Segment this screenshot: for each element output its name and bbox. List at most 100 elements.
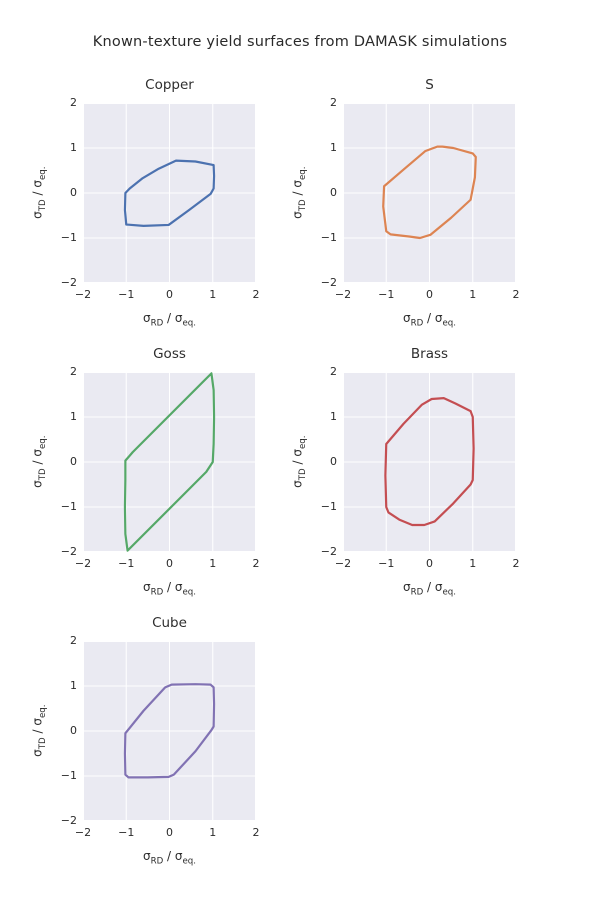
yield-surface-curve-goss <box>123 372 216 552</box>
axis-label-text: σRD / σeq. <box>402 311 457 329</box>
subplot-cube: Cube −2 −1 0 1 2 2 1 0 −1 −2 σRD / σeq. σTD / σeq. <box>30 615 259 866</box>
x-tick-label: 2 <box>252 288 260 301</box>
x-axis-label: σRD / σeq. <box>343 580 516 597</box>
y-tick-label: −1 <box>320 500 337 513</box>
axis-label-part: σ <box>30 211 45 220</box>
axis-label-text: σTD / σeq. <box>30 705 47 757</box>
x-tick-label: 1 <box>469 557 477 570</box>
y-tick-label: −1 <box>60 500 77 513</box>
y-axis-label: σTD / σeq. <box>29 372 49 552</box>
y-axis-label-rotated: σTD / σeq. <box>30 705 47 757</box>
axis-label-part: eq. <box>37 166 48 181</box>
axis-label-part: σ <box>142 849 151 863</box>
y-axis-label: σTD / σeq. <box>289 372 309 552</box>
axis-label-part: eq. <box>37 435 48 450</box>
x-tick-label: 2 <box>512 557 520 570</box>
axis-label-part: TD <box>297 468 308 481</box>
axis-label-part: / <box>30 187 45 200</box>
axis-label-part: σ <box>174 580 183 594</box>
y-tick-label: −2 <box>60 814 77 827</box>
axis-label-part: eq. <box>442 587 457 598</box>
y-axis-label: σTD / σeq. <box>29 641 49 821</box>
axis-label-part: σ <box>142 580 151 594</box>
plot-area-brass <box>343 372 516 552</box>
y-tick-label: 0 <box>70 724 77 737</box>
subplot-title-goss: Goss <box>153 346 186 362</box>
axis-label-part: TD <box>37 737 48 750</box>
x-tick-label: 0 <box>166 557 173 570</box>
y-tick-label: 1 <box>330 410 337 423</box>
x-tick-label: 1 <box>209 288 217 301</box>
plot-area-s <box>343 103 516 283</box>
y-tick-label: 1 <box>330 141 337 154</box>
axis-label-part: eq. <box>297 166 308 181</box>
axis-label-part: σ <box>290 180 305 188</box>
axis-label-part: σ <box>290 449 305 457</box>
axis-label-part: / <box>163 580 175 594</box>
axis-label-part: / <box>423 311 435 325</box>
plot-area-cube <box>83 641 256 821</box>
axis-label-part: RD <box>150 587 164 598</box>
subplot-title-s: S <box>425 77 434 93</box>
axis-label-part: σ <box>402 311 411 325</box>
y-axis-label-rotated: σTD / σeq. <box>290 436 307 488</box>
x-tick-label: −1 <box>378 288 395 301</box>
subplot-copper: Copper −2 −1 0 1 2 2 1 0 −1 −2 σRD / σeq. σTD / σeq. <box>30 77 259 328</box>
y-tick-label: −1 <box>320 231 337 244</box>
x-tick-label: 0 <box>166 826 173 839</box>
axis-label-part: σ <box>290 480 305 489</box>
y-tick-label: 1 <box>70 679 77 692</box>
x-tick-label: −2 <box>334 557 352 570</box>
figure-title: Known-texture yield surfaces from DAMASK… <box>92 34 508 50</box>
y-axis-label: σTD / σeq. <box>289 103 309 283</box>
x-tick-label: 2 <box>512 288 520 301</box>
y-axis-label-rotated: σTD / σeq. <box>30 167 47 219</box>
axis-label-part: σ <box>290 211 305 220</box>
x-tick-label: 0 <box>426 557 433 570</box>
y-axis-label: σTD / σeq. <box>29 103 49 283</box>
axis-label-part: eq. <box>442 318 457 329</box>
yield-surface-curve-copper <box>123 159 216 227</box>
x-tick-label: −1 <box>118 826 135 839</box>
axis-label-part: / <box>30 456 45 469</box>
subplot-s: S −2 −1 0 1 2 2 1 0 −1 −2 σRD / σeq. σTD / σeq. <box>290 77 519 328</box>
axis-label-text: σTD / σeq. <box>290 167 307 220</box>
x-tick-label: −1 <box>378 557 395 570</box>
x-axis-label: σRD / σeq. <box>83 580 256 597</box>
y-tick-label: −2 <box>60 276 77 289</box>
axis-label-part: eq. <box>182 856 197 867</box>
yield-surface-curve-cube <box>123 683 216 779</box>
gridlines <box>343 103 516 283</box>
axis-label-text: σRD / σeq. <box>142 580 197 598</box>
x-tick-label: −2 <box>74 288 92 301</box>
y-tick-label: 0 <box>70 186 77 199</box>
x-tick-label: −2 <box>74 557 92 570</box>
axis-label-part: RD <box>150 856 164 867</box>
gridlines <box>83 103 256 283</box>
yield-surface-curve-brass <box>384 397 475 527</box>
axis-label-part: eq. <box>297 435 308 450</box>
axis-label-part: / <box>163 849 175 863</box>
subplot-title-cube: Cube <box>152 615 187 631</box>
y-tick-label: −2 <box>320 545 337 558</box>
y-tick-label: 2 <box>330 96 337 109</box>
axis-label-part: eq. <box>182 587 197 598</box>
axis-label-text: σRD / σeq. <box>142 849 197 867</box>
axis-label-part: σ <box>434 311 443 325</box>
axis-label-part: / <box>290 187 305 200</box>
y-tick-label: 0 <box>70 455 77 468</box>
plot-area-goss <box>83 372 256 552</box>
axis-label-part: eq. <box>37 704 48 719</box>
x-axis-label: σRD / σeq. <box>83 849 256 866</box>
axis-label-text: σRD / σeq. <box>143 311 196 328</box>
gridlines <box>83 372 256 552</box>
x-tick-label: −2 <box>334 288 352 301</box>
x-axis-label: σRD / σeq. <box>343 311 516 328</box>
axis-label-part: σ <box>174 849 183 863</box>
x-tick-label: 0 <box>426 288 433 301</box>
axis-label-text: σTD / σeq. <box>30 436 47 488</box>
x-axis-label: σRD / σeq. <box>83 311 256 328</box>
yield-surface-curve-s <box>382 145 477 240</box>
axis-label-part: σ <box>174 311 183 325</box>
